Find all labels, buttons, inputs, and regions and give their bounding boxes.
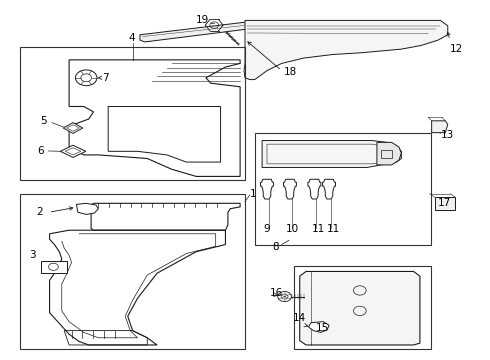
Text: 9: 9 [263,224,270,234]
Bar [20,47,245,180]
Text: 13: 13 [441,130,454,140]
Text: 11: 11 [312,224,325,234]
Polygon shape [60,145,86,157]
Text: 16: 16 [270,288,283,298]
Polygon shape [322,179,336,199]
Polygon shape [309,321,329,332]
Text: 1: 1 [250,189,256,199]
Text: 17: 17 [438,198,451,208]
Text: 11: 11 [327,224,341,234]
Text: 10: 10 [286,224,299,234]
Circle shape [278,292,292,302]
Text: 4: 4 [129,33,135,43]
Polygon shape [262,140,401,167]
Text: 18: 18 [284,67,297,77]
Polygon shape [76,203,98,215]
Text: 5: 5 [40,116,47,126]
Text: 6: 6 [37,145,44,156]
Polygon shape [41,261,67,273]
Polygon shape [432,121,448,133]
Polygon shape [140,22,250,42]
Polygon shape [377,142,401,165]
Text: 19: 19 [196,15,209,26]
Text: 12: 12 [450,44,464,54]
Polygon shape [261,179,273,199]
Polygon shape [63,123,83,134]
Polygon shape [284,179,296,199]
Polygon shape [300,271,420,345]
Polygon shape [244,21,448,80]
Text: 14: 14 [293,313,306,323]
Polygon shape [435,197,455,211]
Bar [20,194,245,348]
Text: 2: 2 [36,207,43,217]
Polygon shape [308,179,321,199]
Text: 7: 7 [102,73,109,83]
Text: 3: 3 [29,250,36,260]
Text: 15: 15 [316,323,329,333]
Bar [294,266,431,348]
Text: 8: 8 [272,242,278,252]
Bar [255,134,431,244]
